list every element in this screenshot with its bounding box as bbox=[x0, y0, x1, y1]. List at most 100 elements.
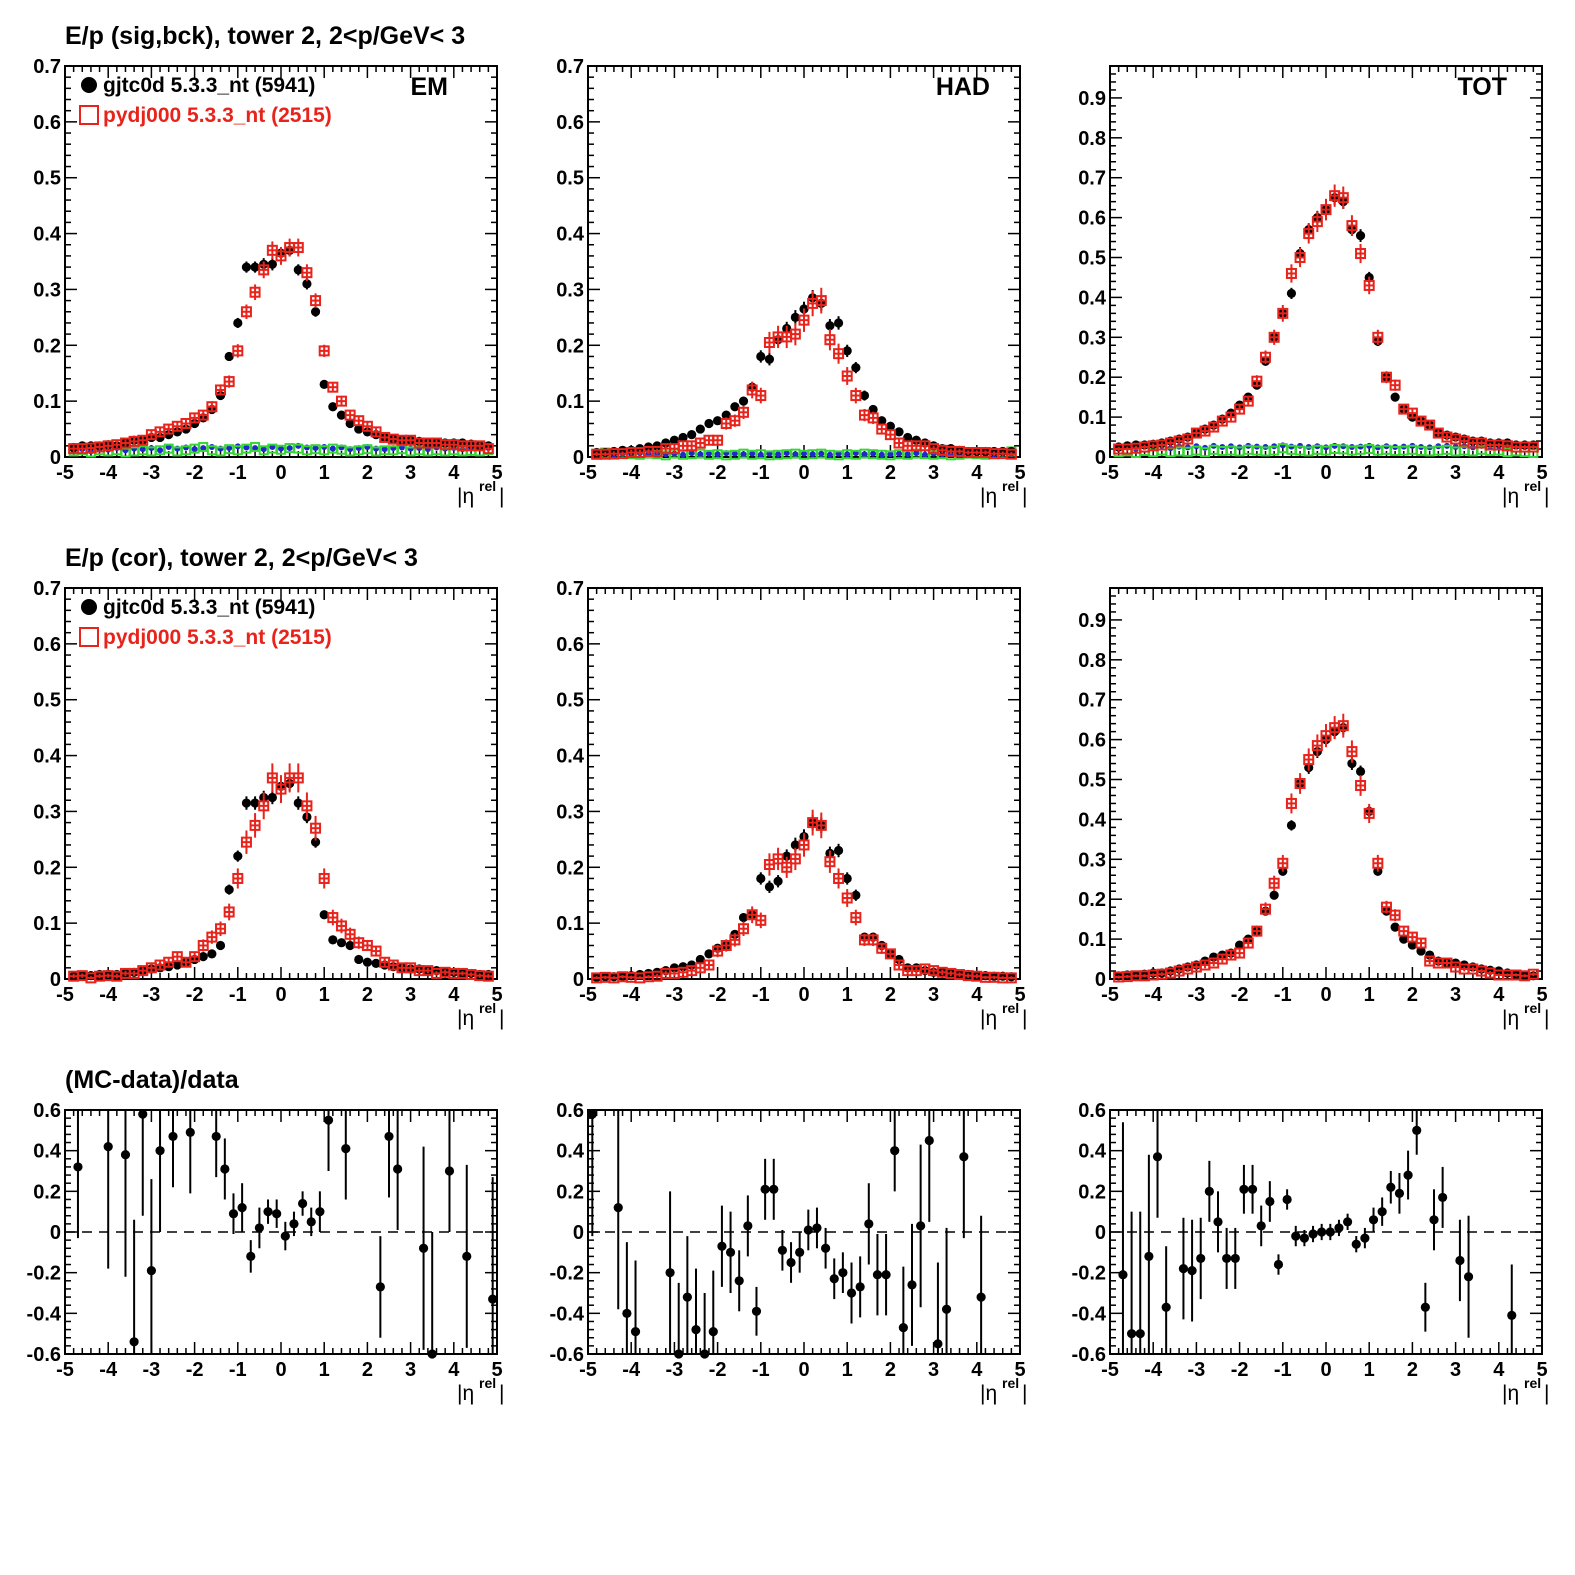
data-point bbox=[885, 421, 896, 431]
y-tick-label: 0.5 bbox=[1078, 248, 1106, 270]
row2-title: E/p (cor), tower 2, 2<p/GeV< 3 bbox=[65, 544, 418, 572]
mc-point bbox=[1398, 925, 1410, 937]
mc-point bbox=[335, 395, 347, 407]
x-tick-label: -3 bbox=[1188, 462, 1206, 484]
data-point bbox=[289, 1219, 299, 1229]
y-tick-label: 0.2 bbox=[1078, 367, 1106, 389]
mc-point bbox=[850, 912, 862, 924]
mc-point bbox=[1363, 807, 1375, 819]
data-point bbox=[393, 1164, 403, 1174]
data-point bbox=[1308, 1229, 1318, 1239]
y-tick-label: -0.6 bbox=[27, 1344, 61, 1366]
x-tick-label: 4 bbox=[1493, 1359, 1505, 1381]
mc-point bbox=[206, 401, 218, 413]
y-tick-label: 0.7 bbox=[1078, 690, 1106, 712]
data-point bbox=[1161, 1302, 1171, 1312]
x-tick-label: 4 bbox=[971, 462, 983, 484]
x-tick-label: -5 bbox=[1101, 1359, 1119, 1381]
data-point bbox=[838, 1268, 848, 1278]
mc-point bbox=[1303, 228, 1315, 240]
mc-point bbox=[729, 415, 741, 427]
data-point bbox=[1299, 1233, 1309, 1243]
y-tick-label: 0 bbox=[573, 1222, 584, 1244]
x-tick-label: -4 bbox=[622, 984, 641, 1006]
y-tick-label: 0.7 bbox=[556, 56, 584, 78]
data-point bbox=[829, 1274, 839, 1284]
data-point bbox=[833, 845, 844, 856]
mc-point bbox=[1406, 407, 1418, 419]
x-axis-label-sup: rel bbox=[1524, 1000, 1541, 1016]
x-tick-label: 5 bbox=[1014, 462, 1025, 484]
y-tick-label: 0 bbox=[1095, 447, 1106, 469]
data-point bbox=[224, 351, 234, 362]
panel-ratio-tot: -5 -4 -3 -2 -1 0 1 2 3 4 5 -0.6 -0.4 -0.2 0 0.2 0.4 0.6 |η… bbox=[1072, 1100, 1550, 1405]
bck-data-point bbox=[260, 446, 267, 453]
mc-point bbox=[1285, 267, 1297, 279]
bck-data-point bbox=[775, 451, 782, 458]
mc-point bbox=[301, 800, 313, 812]
x-tick-label: -2 bbox=[709, 984, 727, 1006]
y-tick-label: 0.6 bbox=[1078, 730, 1106, 752]
mc-point bbox=[361, 939, 373, 951]
legend-label-mc: pydj000 5.3.3_nt (2515) bbox=[103, 104, 332, 127]
x-tick-label: -2 bbox=[1231, 462, 1249, 484]
data-point bbox=[488, 1294, 498, 1304]
data-point bbox=[250, 798, 260, 808]
data-point bbox=[756, 873, 766, 884]
data-point bbox=[1334, 1223, 1344, 1233]
x-tick-label: -2 bbox=[186, 984, 204, 1006]
mc-point bbox=[1182, 433, 1194, 445]
data-point bbox=[713, 416, 723, 426]
mc-point bbox=[884, 948, 896, 960]
x-tick-label: 1 bbox=[842, 1359, 853, 1381]
data-point bbox=[695, 954, 705, 965]
x-tick-label: 1 bbox=[319, 1359, 330, 1381]
data-point bbox=[362, 957, 372, 967]
x-tick-label: 0 bbox=[798, 1359, 809, 1381]
mc-point bbox=[1260, 903, 1272, 915]
y-tick-label: 0.8 bbox=[1078, 128, 1106, 150]
data-point bbox=[661, 438, 671, 448]
data-point bbox=[207, 949, 217, 959]
x-tick-label: 5 bbox=[1014, 984, 1025, 1006]
data-point bbox=[760, 1184, 770, 1194]
legend-row2: gjtc0d 5.3.3_nt (5941) pydj000 5.3.3_nt … bbox=[79, 596, 332, 649]
bck-data-point bbox=[818, 450, 825, 457]
mc-point bbox=[884, 429, 896, 441]
data-point bbox=[1187, 1266, 1197, 1276]
x-tick-label: -1 bbox=[229, 984, 247, 1006]
y-tick-label: -0.4 bbox=[1072, 1303, 1107, 1325]
x-tick-label: -3 bbox=[666, 1359, 684, 1381]
data-point bbox=[164, 430, 174, 440]
y-tick-label: 0.7 bbox=[33, 578, 61, 600]
bck-data-point bbox=[913, 450, 920, 457]
x-tick-label: 5 bbox=[491, 462, 502, 484]
x-tick-label: 2 bbox=[362, 462, 373, 484]
y-tick-label: 0.3 bbox=[556, 279, 584, 301]
mc-point bbox=[1355, 779, 1367, 791]
x-tick-label: 4 bbox=[448, 1359, 460, 1381]
x-tick-label: 3 bbox=[405, 1359, 416, 1381]
data-point bbox=[695, 424, 705, 434]
x-axis-label: |η bbox=[457, 485, 474, 508]
data-point bbox=[319, 910, 329, 920]
x-axis-label: |η bbox=[1502, 1007, 1519, 1030]
data-point bbox=[846, 1288, 857, 1298]
mc-point bbox=[1346, 220, 1358, 232]
bck-data-point bbox=[861, 451, 868, 458]
mc-point bbox=[223, 906, 235, 918]
y-tick-label: 0.1 bbox=[556, 913, 584, 935]
plot-frame bbox=[587, 587, 1021, 980]
mc-point bbox=[815, 819, 827, 831]
bck-data-point bbox=[312, 445, 319, 452]
x-tick-label: -5 bbox=[1101, 462, 1119, 484]
x-axis-label-end: | bbox=[1022, 1007, 1027, 1030]
data-point bbox=[444, 1166, 455, 1176]
data-point bbox=[341, 1144, 351, 1154]
data-point bbox=[894, 427, 904, 437]
mc-point bbox=[1320, 204, 1332, 216]
mc-point bbox=[249, 819, 261, 831]
data-point bbox=[756, 351, 766, 362]
data-point bbox=[241, 798, 252, 808]
mc-point bbox=[1277, 307, 1289, 319]
